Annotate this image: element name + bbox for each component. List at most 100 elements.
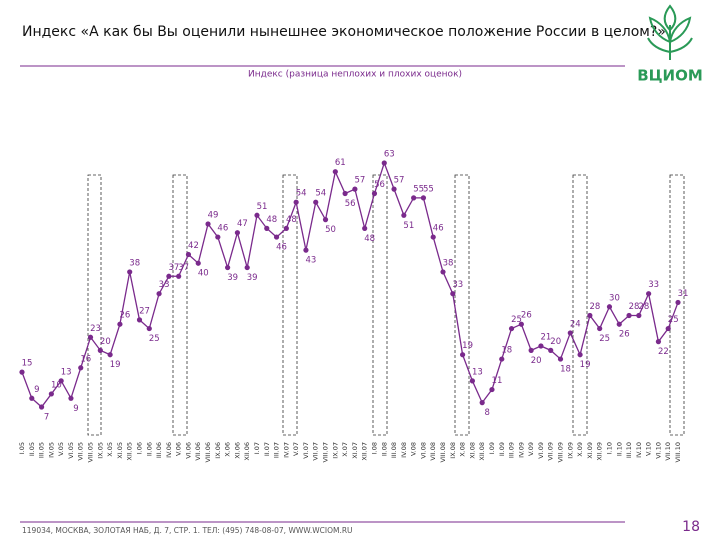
data-label: 8	[484, 408, 489, 418]
logo-text: ВЦИОМ	[637, 67, 703, 85]
data-label: 9	[73, 404, 78, 414]
x-tick-label: I.05	[18, 442, 26, 454]
data-point	[19, 369, 25, 375]
data-label: 50	[325, 225, 336, 235]
x-tick-label: X.09	[576, 442, 584, 457]
data-point	[332, 169, 338, 175]
x-tick-label: IV.07	[282, 442, 290, 458]
data-point	[234, 230, 241, 236]
data-point	[489, 386, 495, 393]
data-label: 46	[433, 224, 444, 234]
data-label: 63	[384, 150, 395, 160]
data-label: 47	[237, 219, 248, 229]
data-label: 13	[61, 367, 72, 377]
data-point	[146, 325, 152, 332]
data-label: 48	[286, 215, 297, 225]
x-tick-label: I.06	[135, 442, 143, 454]
x-tick-label: X.06	[224, 442, 232, 457]
data-point	[371, 190, 378, 197]
data-label: 43	[306, 256, 317, 266]
page-number: 18	[682, 519, 700, 535]
x-tick-label: VI.09	[537, 442, 545, 459]
data-point	[117, 321, 123, 327]
data-label: 20	[550, 337, 561, 347]
data-point	[665, 325, 671, 332]
data-point	[655, 339, 662, 345]
data-label: 25	[149, 334, 160, 344]
data-point	[508, 325, 515, 332]
data-point	[636, 312, 642, 319]
x-tick-label: II.09	[498, 442, 506, 456]
x-tick-label: VII.07	[312, 442, 320, 461]
data-point	[538, 343, 544, 349]
x-tick-label: VI.07	[302, 442, 310, 459]
x-tick-label: IV.10	[635, 442, 643, 458]
data-label: 25	[511, 315, 522, 325]
data-label: 23	[90, 324, 101, 334]
data-label: 46	[276, 243, 287, 253]
data-point	[87, 334, 94, 340]
x-tick-label: IX.07	[331, 442, 339, 459]
data-point	[518, 321, 524, 327]
data-point	[479, 400, 485, 406]
data-label: 19	[462, 341, 473, 351]
data-point	[616, 321, 622, 327]
data-label: 22	[658, 347, 669, 357]
data-point	[185, 251, 192, 258]
data-label: 48	[266, 215, 277, 225]
data-point	[273, 234, 280, 240]
series-line	[21, 161, 679, 408]
data-label: 56	[345, 199, 356, 209]
x-tick-label: I.10	[605, 442, 613, 454]
x-tick-label: III.07	[273, 442, 281, 458]
x-tick-label: XI.08	[468, 442, 476, 459]
x-tick-label: X.07	[341, 442, 349, 457]
x-tick-label: V.06	[175, 442, 183, 456]
data-point	[29, 395, 35, 401]
data-point	[264, 225, 270, 231]
data-point	[166, 273, 172, 279]
x-tick-label: VI.08	[419, 442, 427, 459]
chart-subtitle: Индекс (разница неплохих и плохих оценок…	[248, 70, 462, 80]
data-point	[411, 195, 417, 201]
data-point	[97, 347, 103, 353]
data-point	[499, 356, 505, 362]
data-label: 49	[208, 211, 219, 221]
data-point	[293, 199, 299, 205]
data-point	[420, 195, 427, 201]
data-label: 61	[335, 158, 346, 168]
data-point	[548, 347, 554, 353]
data-label: 18	[560, 365, 571, 375]
data-point	[283, 225, 289, 231]
data-label: 48	[364, 234, 375, 244]
data-point	[176, 273, 182, 279]
data-label: 54	[315, 189, 326, 199]
data-label: 15	[22, 359, 33, 369]
data-point	[156, 291, 162, 297]
x-tick-label: XI.09	[586, 442, 594, 459]
x-tick-label: III.09	[508, 442, 516, 458]
x-tick-label: VIII.08	[439, 442, 447, 463]
x-tick-label: VII.10	[664, 442, 672, 461]
data-label: 42	[188, 241, 199, 251]
data-point	[38, 404, 45, 410]
x-tick-label: XII.06	[243, 442, 251, 461]
data-label: 26	[521, 311, 532, 321]
chart-title: Индекс «А как бы Вы оценили нынешнее эко…	[22, 24, 666, 40]
data-label: 39	[227, 273, 238, 283]
logo-icon	[647, 4, 693, 60]
x-tick-label: X.05	[106, 442, 114, 457]
data-label: 33	[159, 280, 170, 290]
x-tick-label: VIII.10	[674, 442, 682, 463]
x-tick-label: III.05	[38, 442, 46, 458]
data-point	[597, 325, 603, 332]
x-tick-label: IX.09	[566, 442, 574, 459]
x-tick-label: VII.06	[194, 442, 202, 461]
data-label: 56	[374, 180, 385, 190]
data-label: 18	[501, 346, 512, 356]
data-point	[195, 260, 201, 266]
data-point	[58, 378, 64, 384]
x-tick-label: XII.07	[361, 442, 369, 461]
x-tick-label: VI.06	[184, 442, 192, 459]
data-point	[401, 212, 407, 218]
